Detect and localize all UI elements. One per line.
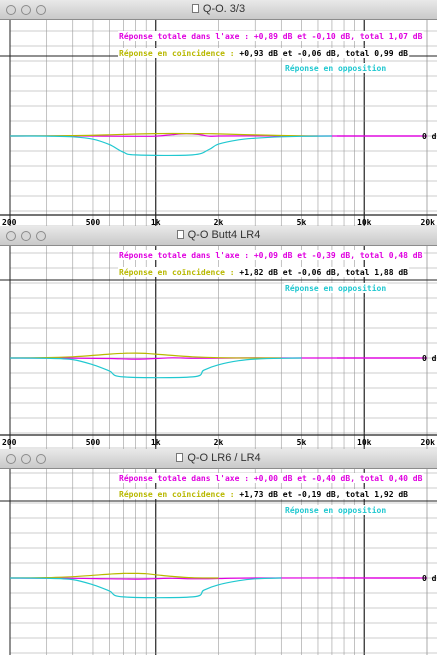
zoom-button[interactable] [36, 454, 46, 464]
legend-total: Réponse totale dans l'axe : +0,00 dB et … [118, 473, 424, 483]
grid [0, 246, 437, 450]
x-tick-label: 5k [297, 218, 307, 227]
plot-area: 0 dB Réponse totale dans l'axe : +0,00 dB… [0, 469, 437, 655]
response-chart: 0 dB Réponse totale dans l'axe : +0,89 dB… [0, 20, 437, 228]
legend-background [284, 505, 388, 515]
series-opposition [9, 135, 332, 157]
document-icon [191, 4, 199, 13]
legend-background [118, 473, 424, 483]
legend-background [118, 489, 410, 499]
window-title: Q-O. 3/3 [202, 3, 246, 15]
legend-coincidence: Réponse en coïncidence : +0,93 dB et -0,… [118, 48, 410, 58]
series-coincidence [9, 572, 219, 579]
legend-coincidence-text: Réponse en coïncidence : +1,82 dB et -0,… [119, 267, 408, 277]
legend-total: Réponse totale dans l'axe : +0,09 dB et … [118, 250, 424, 260]
window-q-o-3-3: Q-O. 3/3 0 dB Réponse totale dans l'axe :… [0, 0, 437, 228]
close-button[interactable] [6, 5, 16, 15]
minimize-button[interactable] [21, 231, 31, 241]
legend-opposition-text: Réponse en opposition [285, 505, 386, 515]
legend-total-text: Réponse totale dans l'axe : +0,00 dB et … [119, 473, 423, 483]
legend-coincidence: Réponse en coïncidence : +1,82 dB et -0,… [118, 267, 410, 277]
response-chart: 0 dB Réponse totale dans l'axe : +0,00 dB… [0, 469, 437, 655]
legend-opposition-text: Réponse en opposition [285, 63, 386, 73]
x-tick-label: 2k [214, 218, 224, 227]
window-title: Q-O LR6 / LR4 [187, 452, 261, 464]
response-chart: 0 dB Réponse totale dans l'axe : +0,09 dB… [0, 246, 437, 450]
zero-db-label: 0 dB [422, 132, 437, 141]
legend-background [284, 283, 388, 293]
window-titlebar[interactable]: Q-O. 3/3 [0, 0, 437, 20]
window-q-o-lr6-lr4: Q-O LR6 / LR4 0 dB Réponse totale dans l'… [0, 449, 437, 655]
x-tick-label: 10k [357, 438, 372, 447]
plot-area: 0 dB Réponse totale dans l'axe : +0,09 dB… [0, 246, 437, 450]
legend-background [118, 48, 410, 58]
document-icon [176, 453, 184, 462]
close-button[interactable] [6, 231, 16, 241]
legend-opposition-text: Réponse en opposition [285, 283, 386, 293]
x-tick-label: 500 [86, 218, 101, 227]
window-titlebar[interactable]: Q-O LR6 / LR4 [0, 449, 437, 469]
document-icon [176, 230, 184, 239]
legend-coincidence-text: Réponse en coïncidence : +0,93 dB et -0,… [119, 48, 408, 58]
legend-coincidence: Réponse en coïncidence : +1,73 dB et -0,… [118, 489, 410, 499]
legend-background [118, 31, 424, 41]
x-tick-label: 10k [357, 218, 372, 227]
legend-opposition: Réponse en opposition [284, 63, 388, 73]
x-tick-label: 200 [2, 218, 17, 227]
series-coincidence [9, 132, 319, 137]
minimize-button[interactable] [21, 454, 31, 464]
series-total [9, 577, 428, 580]
close-button[interactable] [6, 454, 16, 464]
window-titlebar[interactable]: Q-O Butt4 LR4 [0, 226, 437, 246]
legend-opposition: Réponse en opposition [284, 283, 388, 293]
window-title: Q-O Butt4 LR4 [187, 229, 261, 241]
x-tick-label: 500 [86, 438, 101, 447]
legend-opposition: Réponse en opposition [284, 505, 388, 515]
zero-db-label: 0 dB [422, 354, 437, 363]
zero-db-label: 0 dB [422, 574, 437, 583]
series-opposition [9, 357, 302, 379]
window-q-o-butt4-lr4: Q-O Butt4 LR4 0 dB Réponse totale dans l'… [0, 226, 437, 450]
legend-total-text: Réponse totale dans l'axe : +0,89 dB et … [119, 31, 423, 41]
x-tick-label: 200 [2, 438, 17, 447]
series-coincidence [9, 352, 282, 359]
legend-coincidence-text: Réponse en coïncidence : +1,73 dB et -0,… [119, 489, 408, 499]
series-opposition [9, 577, 282, 599]
plot-area: 0 dB Réponse totale dans l'axe : +0,89 dB… [0, 20, 437, 228]
minimize-button[interactable] [21, 5, 31, 15]
legend-background [284, 63, 388, 73]
legend-total: Réponse totale dans l'axe : +0,89 dB et … [118, 31, 424, 41]
zoom-button[interactable] [36, 231, 46, 241]
x-tick-label: 5k [297, 438, 307, 447]
x-tick-label: 20k [421, 218, 436, 227]
x-tick-label: 2k [214, 438, 224, 447]
x-tick-label: 1k [151, 438, 161, 447]
x-tick-label: 20k [421, 438, 436, 447]
legend-total-text: Réponse totale dans l'axe : +0,09 dB et … [119, 250, 423, 260]
legend-background [118, 267, 410, 277]
x-tick-label: 1k [151, 218, 161, 227]
legend-background [118, 250, 424, 260]
zoom-button[interactable] [36, 5, 46, 15]
